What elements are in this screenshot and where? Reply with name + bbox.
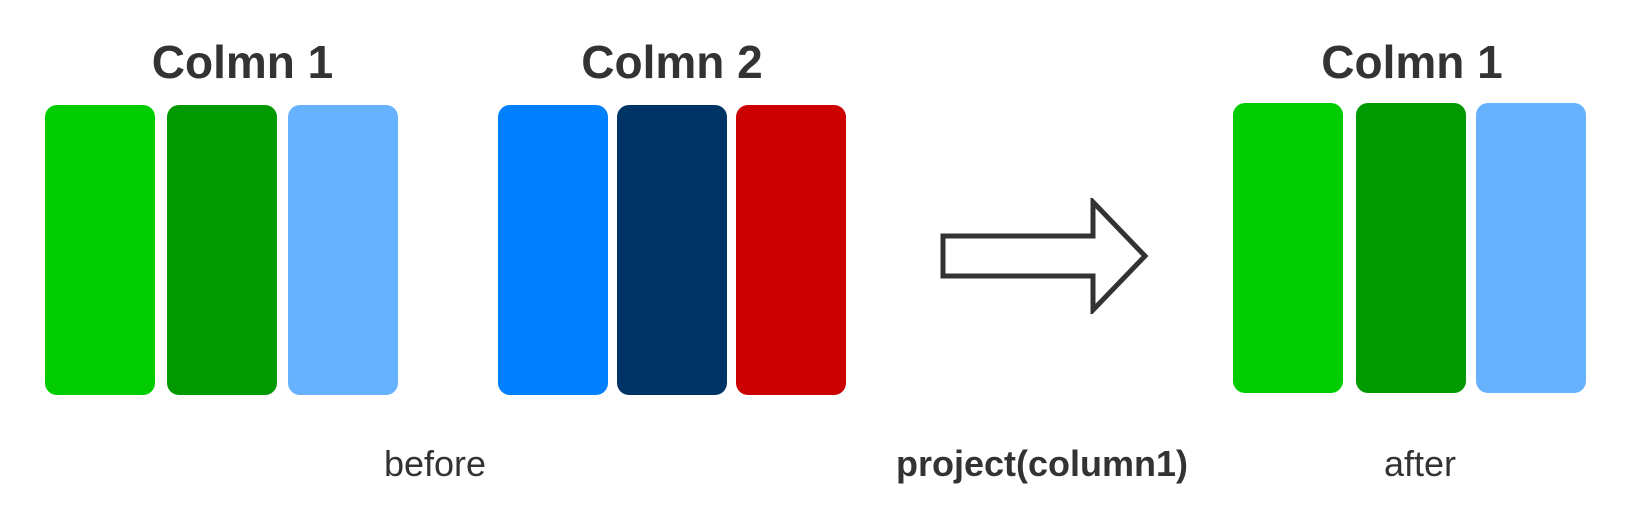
after-caption: after bbox=[1383, 443, 1457, 484]
before-caption: before bbox=[383, 443, 487, 484]
before-column1-title: Colmn 1 bbox=[151, 36, 334, 88]
after-column1-title: Colmn 1 bbox=[1321, 36, 1503, 88]
before-column1-bar-2 bbox=[167, 105, 277, 395]
after-column1-bar-3 bbox=[1476, 103, 1586, 393]
right-arrow-icon bbox=[940, 198, 1148, 314]
before-column1-bar-3 bbox=[288, 105, 398, 395]
before-column2-bar-1 bbox=[498, 105, 608, 395]
after-column1-bar-1 bbox=[1233, 103, 1343, 393]
before-column2-bar-3 bbox=[736, 105, 846, 395]
before-column2-title: Colmn 2 bbox=[581, 36, 763, 88]
before-column1-bar-1 bbox=[45, 105, 155, 395]
operation-caption: project(column1) bbox=[895, 443, 1189, 484]
right-arrow-shape bbox=[940, 198, 1148, 314]
before-column2-bar-2 bbox=[617, 105, 727, 395]
after-column1-bar-2 bbox=[1356, 103, 1466, 393]
